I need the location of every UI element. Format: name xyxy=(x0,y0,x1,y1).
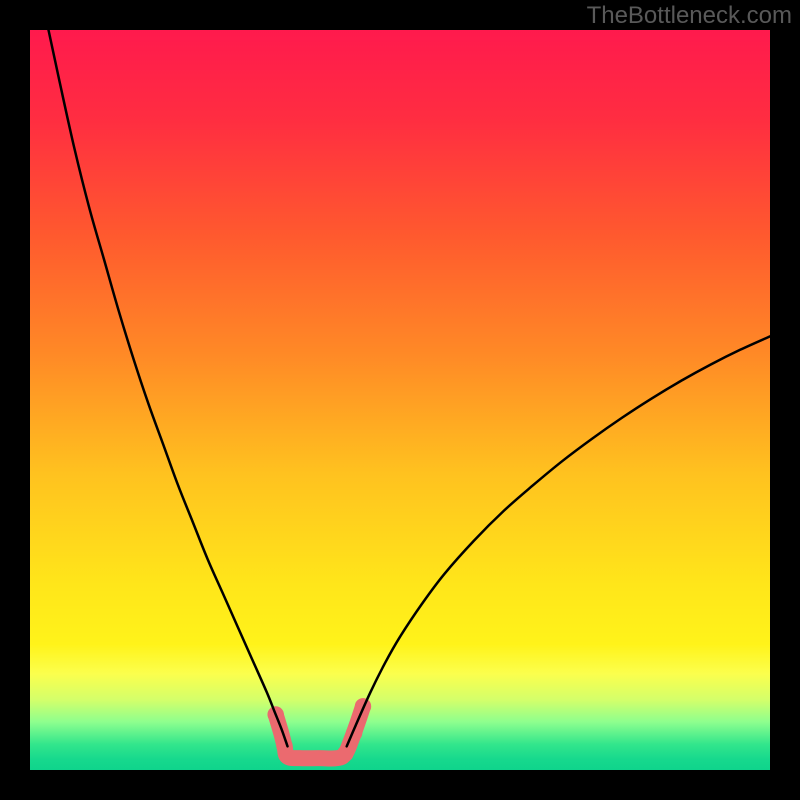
data-marker xyxy=(337,746,353,762)
plot-background xyxy=(30,30,770,770)
chart-frame: TheBottleneck.com xyxy=(0,0,800,800)
watermark-text: TheBottleneck.com xyxy=(587,2,792,30)
bottleneck-chart xyxy=(0,0,800,800)
